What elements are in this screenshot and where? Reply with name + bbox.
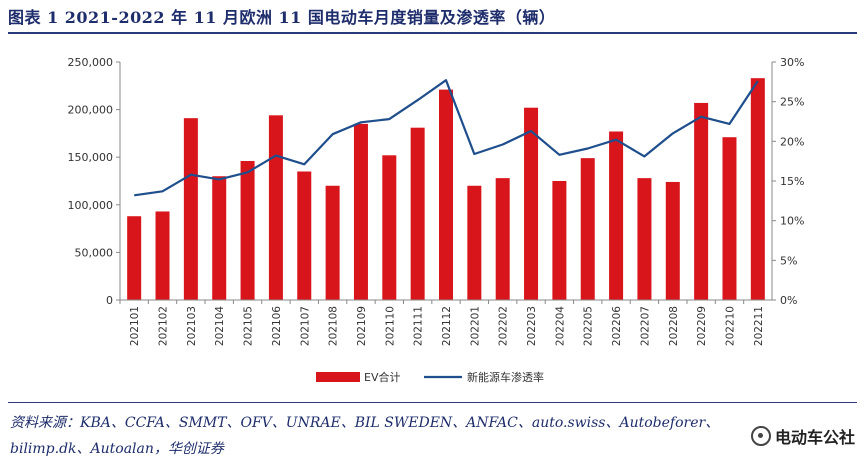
bar [183, 118, 198, 300]
figure-title: 图表 1 2021-2022 年 11 月欧洲 11 国电动车月度销量及渗透率（… [8, 8, 556, 27]
left-tick-label: 100,000 [68, 199, 114, 212]
bar [495, 178, 510, 300]
bar [325, 185, 340, 300]
right-tick-label: 25% [780, 96, 804, 109]
bar [722, 137, 737, 300]
legend-bar-label: EV合计 [364, 370, 400, 384]
right-tick-label: 5% [780, 254, 797, 267]
x-tick-label: 202101 [129, 306, 141, 346]
bar [353, 123, 368, 300]
right-tick-label: 20% [780, 135, 804, 148]
bar [240, 161, 255, 300]
bar [212, 176, 227, 300]
bar [268, 115, 283, 300]
title-rule [8, 32, 857, 34]
legend-bar-swatch [316, 372, 360, 382]
x-tick-label: 202205 [583, 306, 595, 346]
bar [524, 107, 539, 300]
x-tick-label: 202202 [498, 306, 510, 346]
x-tick-label: 202102 [158, 306, 170, 346]
x-tick-label: 202108 [328, 306, 340, 346]
bar [552, 181, 567, 300]
legend-line-label: 新能源车渗透率 [467, 370, 544, 384]
x-tick-label: 202206 [611, 306, 623, 346]
bar [155, 211, 170, 300]
x-tick-label: 202211 [753, 306, 765, 346]
left-tick-label: 200,000 [68, 104, 114, 117]
right-tick-label: 15% [780, 175, 804, 188]
bar [439, 89, 453, 300]
x-tick-label: 202107 [299, 306, 311, 346]
watermark-text: 电动车公社 [774, 428, 855, 447]
right-tick-label: 10% [780, 215, 804, 228]
x-tick-label: 202203 [526, 306, 538, 346]
x-tick-label: 202110 [384, 306, 396, 346]
bar [410, 127, 425, 300]
right-tick-label: 0% [780, 294, 797, 307]
x-tick-label: 202208 [668, 306, 680, 346]
bar [609, 131, 624, 300]
penetration-line [134, 79, 759, 197]
bar [580, 158, 595, 300]
x-tick-label: 202109 [356, 306, 368, 346]
bar [750, 78, 765, 301]
x-tick-label: 202106 [271, 306, 283, 346]
x-tick-label: 202207 [639, 306, 651, 346]
watermark: 电动车公社 [750, 424, 855, 448]
right-tick-label: 30% [780, 56, 804, 69]
source-note: 资料来源：KBA、CCFA、SMMT、OFV、UNRAE、BIL SWEDEN、… [10, 410, 810, 462]
source-rule [8, 402, 857, 403]
left-tick-label: 150,000 [68, 151, 114, 164]
x-tick-label: 202111 [413, 306, 425, 346]
bar [127, 216, 142, 300]
left-tick-label: 0 [106, 294, 113, 307]
x-tick-label: 202204 [554, 306, 566, 346]
bar [467, 185, 482, 300]
source-line-2: bilimp.dk、Autoalan，华创证券 [10, 441, 224, 457]
bar [694, 102, 709, 300]
x-tick-label: 202103 [186, 306, 198, 346]
left-tick-label: 50,000 [75, 246, 114, 259]
wechat-icon [750, 426, 771, 446]
x-tick-label: 202105 [243, 306, 255, 346]
x-tick-label: 202209 [696, 306, 708, 346]
x-tick-label: 202112 [441, 306, 453, 346]
x-tick-label: 202210 [724, 306, 736, 346]
bar [637, 178, 652, 300]
bar [665, 181, 680, 300]
left-tick-label: 250,000 [68, 56, 114, 69]
chart: 0 50,000 100,000 150,000 200,000 250,000 0% 5%… [68, 56, 805, 384]
source-line-1: 资料来源：KBA、CCFA、SMMT、OFV、UNRAE、BIL SWEDEN、… [10, 415, 720, 431]
x-tick-label: 202201 [469, 306, 481, 346]
x-tick-label: 202104 [214, 306, 226, 346]
bar [297, 171, 312, 300]
bar [382, 155, 397, 300]
